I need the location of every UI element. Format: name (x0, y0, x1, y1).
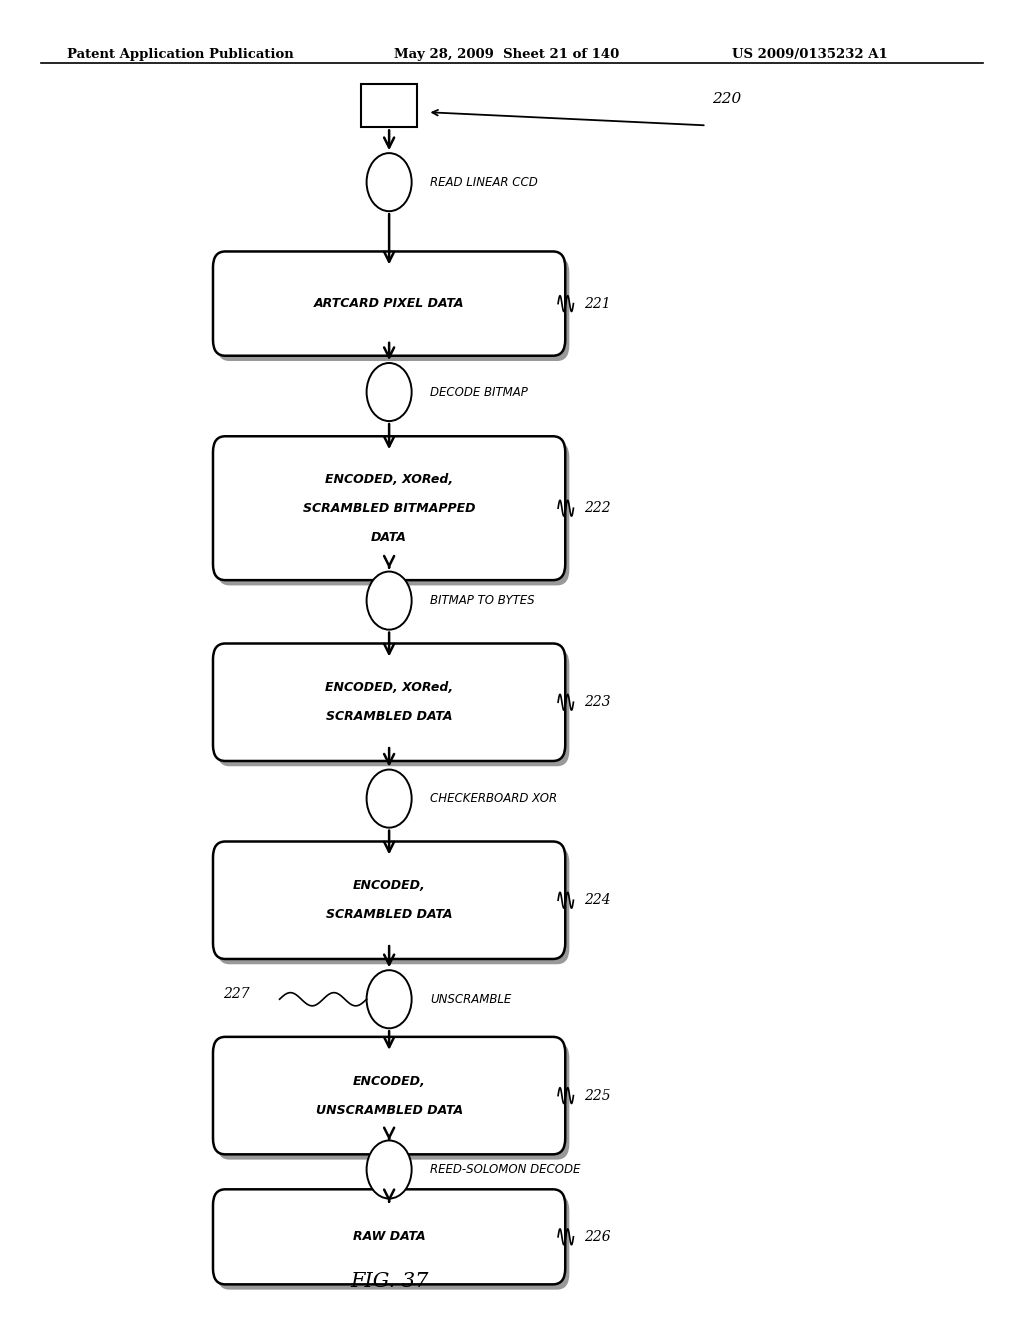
FancyBboxPatch shape (360, 84, 418, 127)
Text: UNSCRAMBLED DATA: UNSCRAMBLED DATA (315, 1104, 463, 1117)
FancyBboxPatch shape (213, 1189, 565, 1284)
Circle shape (367, 572, 412, 630)
Text: BITMAP TO BYTES: BITMAP TO BYTES (430, 594, 535, 607)
FancyBboxPatch shape (217, 847, 569, 964)
FancyBboxPatch shape (213, 644, 565, 760)
FancyBboxPatch shape (217, 441, 569, 586)
Text: DATA: DATA (371, 531, 408, 544)
Text: ARTCARD PIXEL DATA: ARTCARD PIXEL DATA (314, 297, 464, 310)
FancyBboxPatch shape (213, 436, 565, 581)
Circle shape (367, 363, 412, 421)
FancyBboxPatch shape (213, 1038, 565, 1154)
Circle shape (367, 1140, 412, 1199)
FancyBboxPatch shape (217, 1195, 569, 1290)
FancyBboxPatch shape (217, 649, 569, 766)
Text: Patent Application Publication: Patent Application Publication (67, 48, 293, 61)
Text: 227: 227 (223, 987, 250, 1001)
Text: ENCODED, XORed,: ENCODED, XORed, (325, 473, 454, 486)
Text: 223: 223 (584, 696, 610, 709)
Text: 221: 221 (584, 297, 610, 310)
Circle shape (367, 153, 412, 211)
FancyBboxPatch shape (217, 1043, 569, 1159)
Text: SCRAMBLED DATA: SCRAMBLED DATA (326, 710, 453, 723)
Text: READ LINEAR CCD: READ LINEAR CCD (430, 176, 538, 189)
Text: DECODE BITMAP: DECODE BITMAP (430, 385, 528, 399)
Text: 224: 224 (584, 894, 610, 907)
Text: SCRAMBLED BITMAPPED: SCRAMBLED BITMAPPED (303, 502, 475, 515)
Text: ENCODED,: ENCODED, (352, 879, 426, 892)
Text: SCRAMBLED DATA: SCRAMBLED DATA (326, 908, 453, 921)
Text: 222: 222 (584, 502, 610, 515)
Text: US 2009/0135232 A1: US 2009/0135232 A1 (732, 48, 888, 61)
Text: 226: 226 (584, 1230, 610, 1243)
Text: CHECKERBOARD XOR: CHECKERBOARD XOR (430, 792, 557, 805)
Text: 220: 220 (712, 92, 741, 106)
Text: RAW DATA: RAW DATA (353, 1230, 425, 1243)
FancyBboxPatch shape (213, 251, 565, 355)
Text: ENCODED,: ENCODED, (352, 1074, 426, 1088)
Text: May 28, 2009  Sheet 21 of 140: May 28, 2009 Sheet 21 of 140 (394, 48, 620, 61)
Text: UNSCRAMBLE: UNSCRAMBLE (430, 993, 511, 1006)
Text: REED-SOLOMON DECODE: REED-SOLOMON DECODE (430, 1163, 581, 1176)
FancyBboxPatch shape (213, 842, 565, 958)
Circle shape (367, 770, 412, 828)
Text: FIG. 37: FIG. 37 (350, 1272, 428, 1291)
Circle shape (367, 970, 412, 1028)
FancyBboxPatch shape (217, 256, 569, 360)
Text: ENCODED, XORed,: ENCODED, XORed, (325, 681, 454, 694)
Text: 225: 225 (584, 1089, 610, 1102)
